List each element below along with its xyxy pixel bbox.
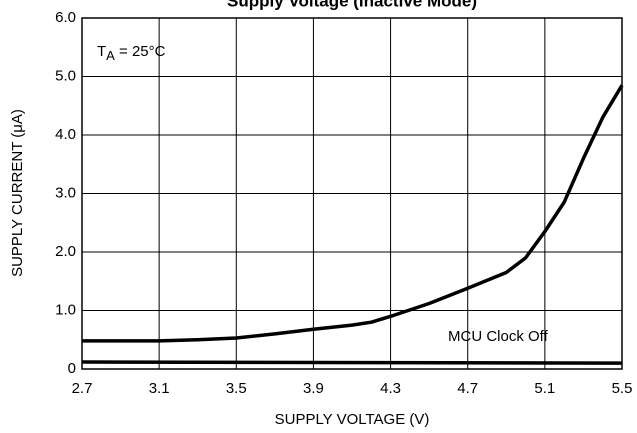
y-axis-label: SUPPLY CURRENT (μA) xyxy=(9,109,26,277)
chart-title: Supply Voltage (Inactive Mode) xyxy=(227,0,477,10)
y-tick-label: 4.0 xyxy=(55,126,76,143)
x-tick-label: 3.9 xyxy=(303,380,324,397)
y-tick-label: 1.0 xyxy=(55,301,76,318)
y-tick-label: 5.0 xyxy=(55,67,76,84)
plot-frame xyxy=(81,17,623,370)
data-line xyxy=(82,84,624,343)
temp-main: T xyxy=(97,43,106,60)
x-tick-label: 4.7 xyxy=(457,380,478,397)
y-tick-label: 3.0 xyxy=(55,184,76,201)
x-tick-label: 4.3 xyxy=(380,380,401,397)
temp-sub: A xyxy=(106,48,115,63)
x-tick-label: 3.5 xyxy=(226,380,247,397)
x-tick-label: 3.1 xyxy=(149,380,170,397)
data-line xyxy=(81,360,623,365)
x-tick-label: 5.1 xyxy=(534,380,555,397)
x-tick-label: 5.5 xyxy=(612,380,633,397)
annotation: MCU Clock Off xyxy=(448,328,549,345)
x-axis-label: SUPPLY VOLTAGE (V) xyxy=(275,411,430,428)
temp-rest: = 25°C xyxy=(115,43,166,60)
temperature-note: TA = 25°C xyxy=(97,43,166,63)
y-tick-label: 0 xyxy=(68,360,76,377)
y-tick-label: 2.0 xyxy=(55,243,76,260)
y-tick-label: 6.0 xyxy=(55,9,76,26)
x-tick-label: 2.7 xyxy=(72,380,93,397)
